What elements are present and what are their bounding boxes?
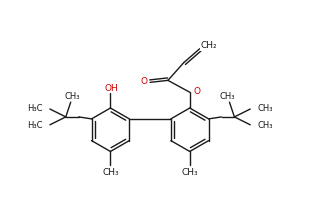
Text: H₃C: H₃C bbox=[28, 121, 43, 130]
Text: CH₃: CH₃ bbox=[257, 121, 273, 130]
Text: CH₃: CH₃ bbox=[257, 104, 273, 112]
Text: CH₃: CH₃ bbox=[102, 168, 119, 177]
Text: CH₃: CH₃ bbox=[181, 168, 198, 177]
Text: O: O bbox=[140, 77, 148, 86]
Text: CH₃: CH₃ bbox=[220, 92, 235, 101]
Text: CH₃: CH₃ bbox=[65, 92, 80, 101]
Text: OH: OH bbox=[105, 84, 118, 93]
Text: CH₂: CH₂ bbox=[200, 41, 217, 50]
Text: H₃C: H₃C bbox=[28, 104, 43, 112]
Text: O: O bbox=[193, 87, 200, 96]
